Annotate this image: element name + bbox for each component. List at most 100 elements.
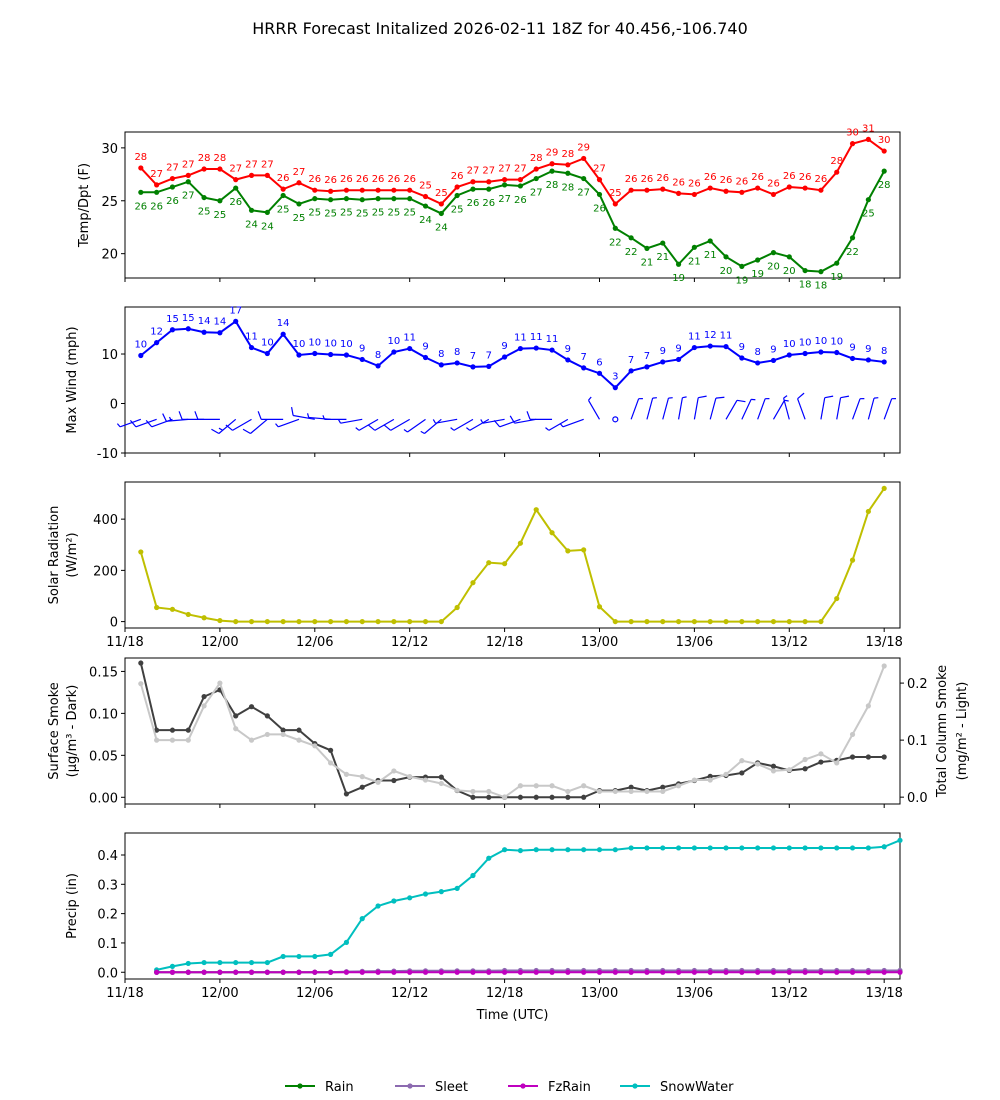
total-column-smoke-point bbox=[359, 774, 365, 780]
solar-radiation-point bbox=[786, 618, 792, 625]
surface-smoke-point bbox=[818, 759, 824, 765]
temp-line bbox=[140, 138, 885, 206]
total-column-smoke-point bbox=[533, 783, 539, 789]
snowwater-point bbox=[881, 844, 887, 850]
surface-smoke-point bbox=[154, 727, 160, 733]
dewpoint-data-label: 22 bbox=[609, 237, 622, 248]
solar-radiation-point bbox=[644, 618, 650, 625]
total-column-smoke-point bbox=[596, 788, 603, 795]
snowwater-point bbox=[581, 847, 587, 853]
snowwater-point bbox=[328, 951, 334, 957]
solar-radiation-point bbox=[280, 618, 286, 625]
dewpoint-point bbox=[470, 186, 476, 192]
solar-radiation-point bbox=[422, 618, 429, 625]
dewpoint-point bbox=[533, 175, 539, 182]
temp-point bbox=[154, 182, 160, 188]
solar-radiation-point bbox=[438, 618, 444, 625]
max-wind-point bbox=[755, 360, 761, 366]
max-wind-data-label: 8 bbox=[754, 347, 760, 358]
max-wind-point bbox=[802, 350, 808, 357]
fzrain-point bbox=[849, 969, 856, 975]
max-wind-data-label: 7 bbox=[628, 355, 634, 366]
dewpoint-point bbox=[660, 240, 666, 246]
dewpoint-data-label: 25 bbox=[356, 209, 369, 220]
dewpoint-data-label: 26 bbox=[134, 201, 147, 212]
dewpoint-point bbox=[723, 254, 729, 260]
surface-smoke-point bbox=[233, 713, 239, 719]
total-column-smoke-point bbox=[296, 737, 302, 743]
max-wind-data-label: 12 bbox=[150, 327, 163, 338]
fzrain-point bbox=[185, 969, 191, 975]
max-wind-point bbox=[770, 357, 777, 364]
max-wind-point bbox=[581, 365, 587, 371]
wind-barb bbox=[257, 411, 284, 420]
total-column-smoke-point bbox=[549, 783, 555, 789]
max-wind-data-label: 7 bbox=[580, 352, 586, 363]
fzrain-point bbox=[596, 969, 603, 975]
snowwater-point bbox=[501, 847, 508, 853]
temp-point bbox=[391, 187, 397, 193]
wind-barb bbox=[867, 397, 879, 420]
dewpoint-point bbox=[644, 245, 650, 251]
y-right-tick-label: 0.2 bbox=[907, 677, 928, 692]
y-tick-label: 0.4 bbox=[97, 849, 118, 864]
max-wind-data-label: 10 bbox=[308, 338, 321, 349]
snowwater-point bbox=[486, 855, 492, 861]
temp-point bbox=[675, 190, 682, 196]
snowwater-point bbox=[201, 959, 207, 966]
wind-barb bbox=[851, 398, 865, 420]
solar-radiation-point bbox=[581, 547, 587, 553]
temp-point bbox=[280, 186, 286, 192]
dewpoint-data-label: 18 bbox=[815, 281, 828, 292]
fzrain-point bbox=[501, 969, 508, 975]
total-column-smoke-point bbox=[138, 681, 144, 687]
fzrain-point bbox=[755, 969, 761, 975]
total-column-smoke-point bbox=[201, 703, 207, 709]
max-wind-point bbox=[185, 326, 191, 332]
wind-barb bbox=[162, 413, 189, 422]
y-axis-label: Max Wind (mph) bbox=[65, 326, 80, 433]
temp-data-label: 25 bbox=[435, 188, 448, 199]
temp-point bbox=[628, 187, 634, 193]
fzrain-point bbox=[486, 969, 492, 975]
dewpoint-data-label: 20 bbox=[767, 262, 780, 273]
solar-radiation-point bbox=[628, 618, 634, 625]
wind-barb bbox=[420, 418, 442, 435]
temp-data-label: 26 bbox=[372, 174, 385, 185]
fzrain-point bbox=[707, 969, 713, 975]
snowwater-point bbox=[407, 895, 413, 901]
dewpoint-data-label: 21 bbox=[704, 250, 717, 261]
fzrain-point bbox=[312, 969, 318, 975]
surface-smoke-point bbox=[517, 794, 524, 800]
surface-smoke-point bbox=[391, 777, 397, 784]
max-wind-point bbox=[470, 364, 476, 370]
max-wind-point bbox=[280, 331, 286, 337]
snowwater-point bbox=[849, 845, 856, 851]
temp-data-label: 26 bbox=[388, 174, 401, 185]
x-tick-label: 12/12 bbox=[391, 986, 428, 1001]
temp-point bbox=[138, 165, 144, 171]
fzrain-point bbox=[565, 969, 571, 975]
precip-panel: 11/18 12/00 12/06 12/12 12/18 13/00 13/06 13/12… bbox=[65, 832, 903, 1023]
surface-smoke-point bbox=[533, 794, 539, 800]
fzrain-point bbox=[407, 969, 413, 975]
wind-barb bbox=[480, 418, 505, 424]
max-wind-data-label: 10 bbox=[134, 340, 147, 351]
dewpoint-data-label: 22 bbox=[846, 247, 859, 258]
max-wind-data-label: 10 bbox=[815, 336, 828, 347]
temp-data-label: 27 bbox=[467, 166, 480, 177]
solar-radiation-point bbox=[486, 560, 492, 566]
max-wind-point bbox=[422, 354, 429, 361]
temp-data-label: 28 bbox=[134, 152, 147, 163]
legend-label: SnowWater bbox=[660, 1080, 734, 1095]
max-wind-point bbox=[865, 357, 871, 363]
dewpoint-data-label: 24 bbox=[261, 221, 274, 232]
dewpoint-data-label: 27 bbox=[498, 194, 511, 205]
dewpoint-point bbox=[517, 183, 524, 189]
max-wind-data-label: 7 bbox=[486, 350, 492, 361]
max-wind-data-label: 8 bbox=[375, 350, 381, 361]
solar-radiation-point bbox=[675, 618, 682, 625]
max-wind-point bbox=[407, 345, 413, 352]
x-tick-label: 13/00 bbox=[581, 635, 618, 650]
fzrain-point bbox=[422, 969, 429, 975]
